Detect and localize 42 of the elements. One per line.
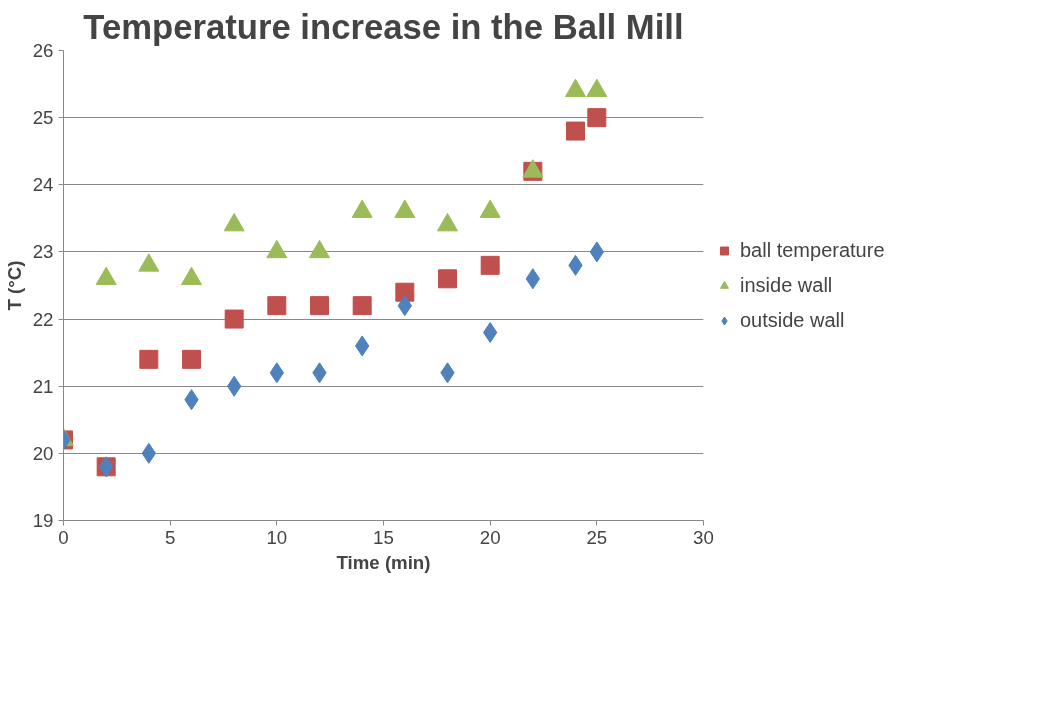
legend-label: inside wall bbox=[740, 273, 833, 297]
x-tick-label: 5 bbox=[164, 526, 176, 548]
point bbox=[352, 296, 372, 316]
y-axis-title: T (°C) bbox=[3, 260, 25, 311]
x-tick-label: 0 bbox=[58, 526, 69, 548]
y-tick-label: 23 bbox=[32, 241, 54, 263]
point bbox=[309, 239, 330, 259]
x-axis-title: Time (min) bbox=[336, 551, 431, 573]
y-tick-label: 26 bbox=[32, 40, 54, 61]
point bbox=[182, 349, 201, 369]
point bbox=[138, 253, 160, 272]
point bbox=[394, 199, 416, 218]
point bbox=[267, 296, 287, 316]
x-tick-label: 30 bbox=[693, 526, 714, 548]
point bbox=[437, 213, 458, 232]
chart-title: Temperature increase in the Ball Mill bbox=[83, 7, 684, 46]
point bbox=[139, 349, 159, 369]
y-tick-label: 20 bbox=[32, 442, 54, 464]
point bbox=[266, 239, 288, 259]
x-tick-label: 10 bbox=[266, 526, 288, 548]
point bbox=[351, 199, 373, 218]
point bbox=[223, 213, 245, 232]
legend-label: ball temperature bbox=[740, 238, 885, 262]
y-tick-label: 25 bbox=[32, 107, 54, 129]
y-tick-label: 22 bbox=[32, 308, 54, 330]
y-tick-label: 19 bbox=[32, 510, 54, 531]
point bbox=[479, 199, 501, 218]
x-tick-label: 20 bbox=[479, 526, 501, 548]
x-tick-label: 25 bbox=[586, 526, 608, 548]
point bbox=[224, 309, 244, 329]
point bbox=[181, 266, 202, 286]
point bbox=[95, 266, 117, 286]
legend-label: outside wall bbox=[740, 308, 845, 332]
point bbox=[565, 78, 586, 98]
point bbox=[586, 78, 608, 98]
x-tick-label: 15 bbox=[373, 526, 394, 548]
point bbox=[483, 322, 498, 343]
point bbox=[310, 296, 329, 316]
point bbox=[480, 255, 500, 275]
y-tick-label: 21 bbox=[32, 375, 54, 397]
y-tick-label: 24 bbox=[32, 174, 54, 196]
point bbox=[438, 269, 457, 289]
